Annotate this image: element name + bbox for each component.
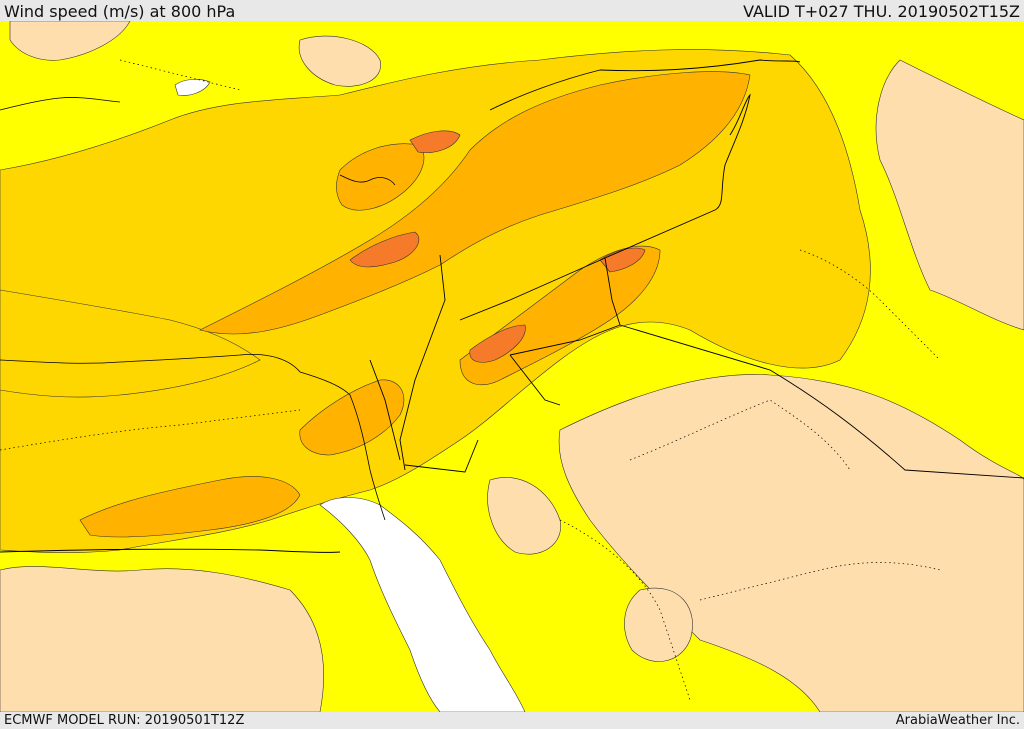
footer-bar: ECMWF MODEL RUN: 20190501T12Z ArabiaWeat… [0,712,1024,729]
map-canvas [0,21,1024,712]
field-missing [174,79,526,712]
credit-label: ArabiaWeather Inc. [895,713,1020,728]
model-run-label: ECMWF MODEL RUN: 20190501T12Z [4,713,245,728]
field-lowest [0,21,1024,712]
valid-time: VALID T+027 THU. 20190502T15Z [743,2,1020,21]
field-highest [349,130,646,363]
coastlines [0,97,396,521]
wind-speed-map[interactable] [0,21,1024,712]
admin-borders [0,59,941,701]
map-title: Wind speed (m/s) at 800 hPa [4,2,236,21]
country-borders [0,59,1024,553]
header-bar: Wind speed (m/s) at 800 hPa VALID T+027 … [0,0,1024,21]
